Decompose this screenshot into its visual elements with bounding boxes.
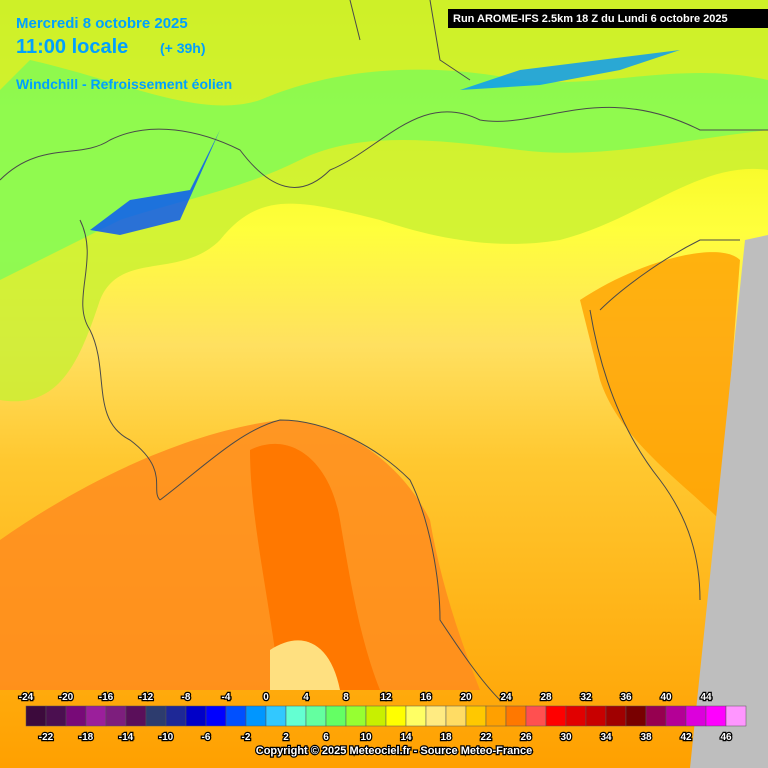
legend-swatch (65, 705, 87, 727)
legend-label: 34 (600, 732, 612, 743)
lead-time: (+ 39h) (160, 40, 206, 56)
legend-swatch (245, 705, 267, 727)
legend-swatch (225, 705, 247, 727)
legend-swatch (565, 705, 587, 727)
legend-swatch (645, 705, 667, 727)
legend-label: 2 (283, 732, 289, 743)
legend-swatch (425, 705, 447, 727)
legend-swatch (105, 705, 127, 727)
legend-swatch (685, 705, 707, 727)
alps-cold (90, 130, 220, 235)
legend-swatch (625, 705, 647, 727)
alps-high (0, 60, 768, 280)
run-banner (448, 9, 768, 28)
parameter: Windchill - Refroissement éolien (16, 76, 232, 92)
legend-swatch (725, 705, 747, 727)
legend-label: -4 (222, 692, 231, 703)
legend-swatch (525, 705, 547, 727)
alps-cold (460, 50, 680, 90)
legend-swatch (85, 705, 107, 727)
legend-swatch (705, 705, 727, 727)
legend-swatch (205, 705, 227, 727)
legend-label: -2 (242, 732, 251, 743)
legend-label: -8 (182, 692, 191, 703)
legend-swatch (45, 705, 67, 727)
legend-label: 0 (263, 692, 269, 703)
legend-label: 6 (323, 732, 329, 743)
legend-label: 26 (520, 732, 532, 743)
legend-swatch (545, 705, 567, 727)
ligurian-sea (0, 420, 480, 690)
legend-label: 8 (343, 692, 349, 703)
legend-label: 28 (540, 692, 552, 703)
legend-label: -18 (79, 732, 94, 743)
legend-label: -16 (99, 692, 114, 703)
legend-swatch (305, 705, 327, 727)
legend-swatch (325, 705, 347, 727)
legend-label: -20 (59, 692, 74, 703)
legend-label: -12 (139, 692, 154, 703)
date: Mercredi 8 octobre 2025 (16, 15, 188, 32)
legend-swatch (585, 705, 607, 727)
legend-swatch (345, 705, 367, 727)
legend-label: 30 (560, 732, 572, 743)
legend-label: 4 (303, 692, 309, 703)
legend-swatch (445, 705, 467, 727)
legend-label: 18 (440, 732, 452, 743)
legend-swatch (125, 705, 147, 727)
legend-label: -24 (19, 692, 34, 703)
legend-swatch (465, 705, 487, 727)
legend-label: 44 (700, 692, 712, 703)
sea-warm (250, 443, 380, 690)
legend-label: 22 (480, 732, 492, 743)
legend-label: -14 (119, 732, 134, 743)
legend-label: 14 (400, 732, 412, 743)
no-data (690, 235, 768, 768)
legend-label: 46 (720, 732, 732, 743)
corsica (270, 640, 340, 690)
legend-label: -6 (202, 732, 211, 743)
time: 11:00 locale (16, 36, 128, 58)
legend-swatch (185, 705, 207, 727)
legend-label: 32 (580, 692, 592, 703)
legend-swatch (485, 705, 507, 727)
legend-label: 24 (500, 692, 512, 703)
legend-label: 10 (360, 732, 372, 743)
legend-swatch (405, 705, 427, 727)
legend-swatch (265, 705, 287, 727)
legend-label: -22 (39, 732, 54, 743)
legend-swatch (605, 705, 627, 727)
run-info: Run AROME-IFS 2.5km 18 Z du Lundi 6 octo… (453, 13, 728, 25)
copyright: Copyright © 2025 Meteociel.fr - Source M… (256, 745, 532, 757)
legend-swatch (385, 705, 407, 727)
borders (0, 0, 768, 701)
legend-label: 40 (660, 692, 672, 703)
legend-swatch (285, 705, 307, 727)
legend-label: 16 (420, 692, 432, 703)
legend-swatch (165, 705, 187, 727)
adriatic (580, 252, 740, 520)
legend-swatch (145, 705, 167, 727)
legend-label: 42 (680, 732, 692, 743)
legend-label: 12 (380, 692, 392, 703)
legend-swatch (365, 705, 387, 727)
legend-swatch (505, 705, 527, 727)
legend-swatch (665, 705, 687, 727)
legend-label: 36 (620, 692, 632, 703)
legend-label: 20 (460, 692, 472, 703)
legend-label: 38 (640, 732, 652, 743)
legend-swatch (25, 705, 47, 727)
legend-label: -10 (159, 732, 174, 743)
legend: -24-22-20-18-16-14-12-10-8-6-4-202468101… (18, 691, 747, 744)
